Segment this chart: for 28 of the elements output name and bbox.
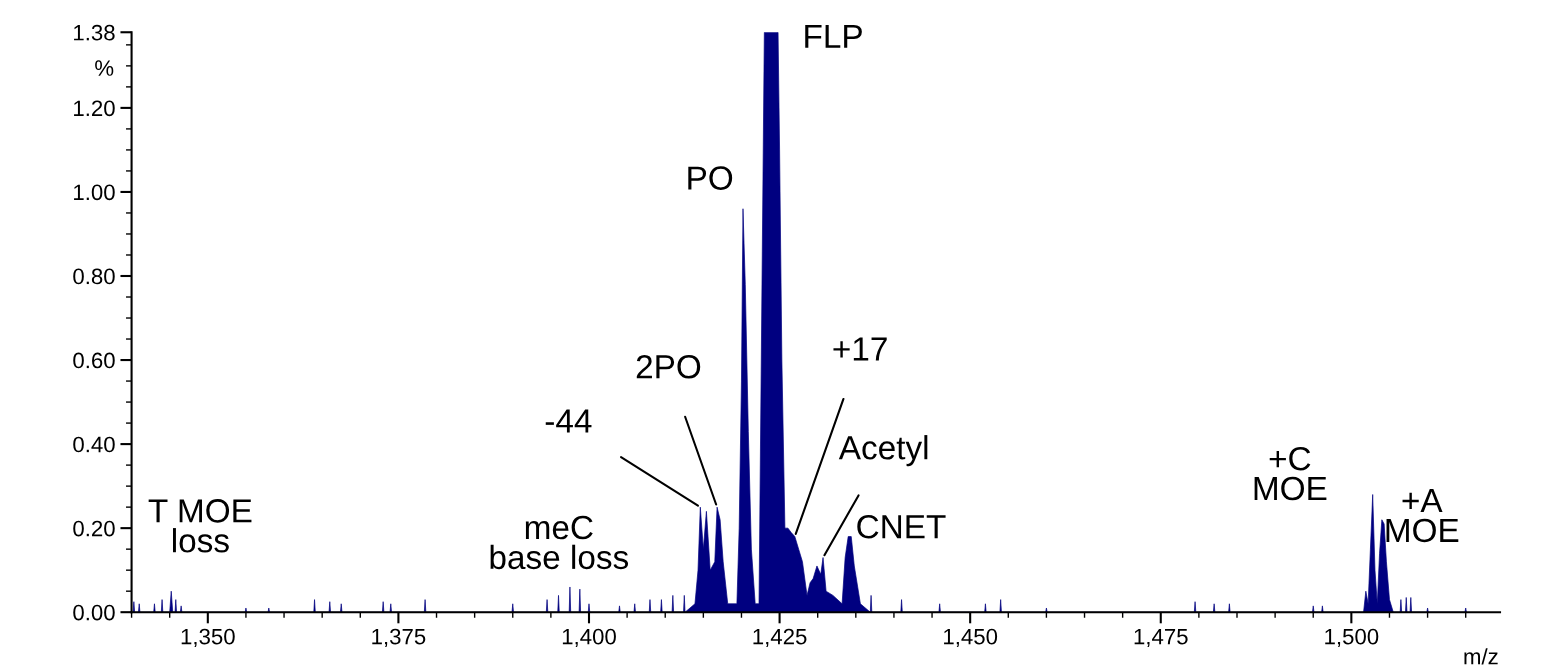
y-tick-label: 1.38 — [74, 24, 115, 41]
annotation: PO — [688, 166, 733, 190]
annotation: -44 — [545, 409, 592, 433]
x-tick-label: 1,425 — [753, 628, 807, 648]
annotation: CNET — [857, 514, 946, 539]
y-tick-label: 0.00 — [73, 604, 115, 621]
x-tick-label: 1,500 — [1325, 628, 1379, 648]
y-tick-label: 1.00 — [74, 184, 115, 201]
y-axis-title: % — [95, 60, 114, 76]
x-tick-label: 1,475 — [1134, 628, 1188, 648]
annotation: +17 — [833, 337, 887, 361]
annotation: +C MOE — [1254, 446, 1327, 501]
annotation: T MOE loss — [148, 499, 252, 553]
y-tick-label: 0.80 — [73, 268, 115, 285]
y-tick-label: 1.20 — [74, 100, 115, 117]
y-tick-label: 0.60 — [73, 352, 115, 369]
x-tick-label: 1,350 — [181, 628, 235, 648]
y-tick-label: 0.40 — [73, 436, 115, 453]
x-tick-label: 1,450 — [944, 628, 998, 648]
annotation: Acetyl — [838, 435, 928, 467]
x-tick-label: 1,375 — [372, 628, 426, 648]
annotation: FLP — [805, 24, 862, 48]
x-tick-label: 1,400 — [562, 628, 616, 648]
x-axis-title: m/z — [1464, 648, 1498, 665]
annotation: +A MOE — [1386, 489, 1459, 543]
annotation: meC base loss — [490, 515, 629, 570]
annotation: 2PO — [636, 354, 701, 379]
y-tick-label: 0.20 — [73, 520, 115, 537]
